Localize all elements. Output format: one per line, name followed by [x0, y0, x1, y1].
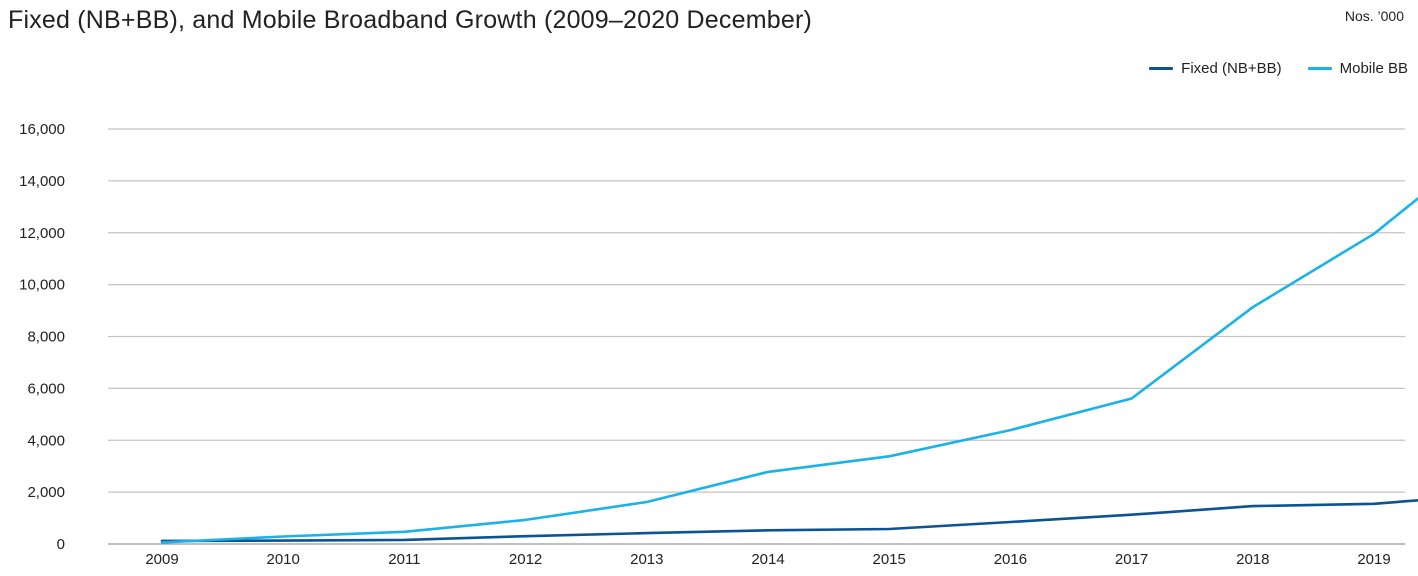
legend-item-fixed: Fixed (NB+BB): [1149, 60, 1282, 77]
legend-swatch-mobile: [1307, 67, 1332, 70]
y-tick-label: 2,000: [27, 484, 65, 501]
x-tick-label: 2011: [388, 551, 420, 568]
x-tick-label: 2009: [145, 551, 178, 568]
y-tick-label: 6,000: [27, 380, 65, 397]
x-tick-label: 2018: [1236, 551, 1269, 568]
x-tick-label: 2019: [1357, 551, 1390, 568]
y-tick-label: 12,000: [19, 225, 65, 242]
chart-title: Fixed (NB+BB), and Mobile Broadband Grow…: [8, 6, 812, 34]
legend-item-mobile: Mobile BB: [1307, 60, 1408, 77]
x-tick-label: 2017: [1115, 551, 1148, 568]
unit-label: Nos. ’000: [1344, 8, 1404, 24]
series-line-mobile: [160, 196, 1418, 544]
legend-swatch-fixed: [1149, 67, 1174, 70]
x-tick-label: 2016: [994, 551, 1027, 568]
y-tick-label: 14,000: [19, 173, 65, 190]
legend: Fixed (NB+BB) Mobile BB: [1149, 60, 1408, 77]
legend-label-mobile: Mobile BB: [1339, 60, 1408, 77]
x-tick-label: 2015: [873, 551, 906, 568]
x-tick-label: 2013: [630, 551, 663, 568]
x-tick-label: 2010: [267, 551, 300, 568]
x-tick-label: 2014: [751, 551, 784, 568]
y-tick-label: 0: [57, 536, 65, 553]
x-tick-label: 2012: [509, 551, 542, 568]
y-tick-label: 8,000: [27, 329, 65, 346]
legend-label-fixed: Fixed (NB+BB): [1181, 60, 1282, 77]
y-tick-label: 10,000: [19, 277, 65, 294]
series-line-fixed: [160, 499, 1418, 543]
y-tick-label: 4,000: [27, 432, 65, 449]
y-tick-label: 16,000: [19, 121, 65, 138]
